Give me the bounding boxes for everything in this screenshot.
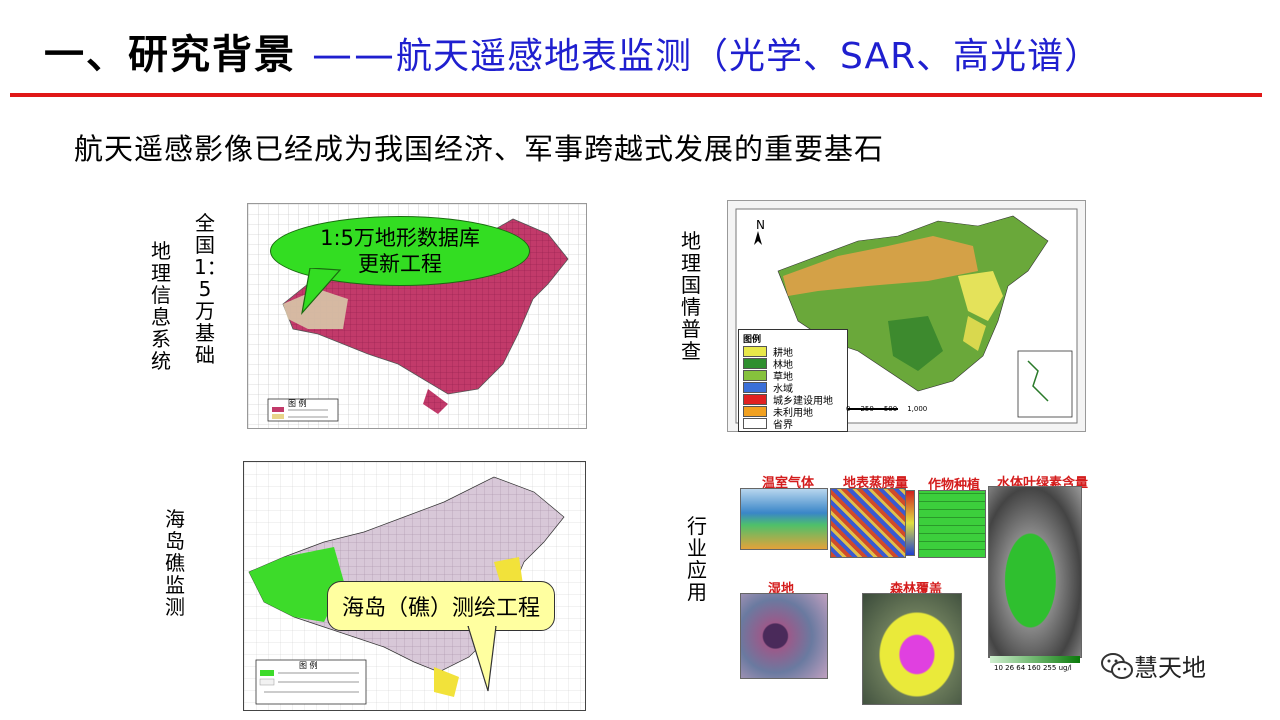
industry-label: 行业应用: [687, 514, 707, 604]
slide-subtitle: 航天遥感影像已经成为我国经济、军事跨越式发展的重要基石: [74, 132, 885, 166]
census-scale: 0 250 500 1,000: [846, 405, 927, 413]
geo-info-legend-title: 图 例: [288, 399, 307, 408]
slide-title: 一、研究背景 ——航天遥感地表监测（光学、SAR、高光谱）: [44, 22, 1101, 80]
chlorophyll-colorbar: [990, 656, 1080, 663]
title-dash: ——: [311, 32, 396, 78]
island-callout: 海岛（礁）测绘工程: [327, 581, 556, 631]
census-legend-label: 草地: [773, 371, 793, 383]
census-legend-swatch: [743, 393, 767, 405]
thumb-evaporation-colorbar: [905, 490, 915, 556]
census-legend-row: 水域: [743, 381, 843, 395]
census-legend-label: 水域: [773, 383, 793, 395]
thumb-chlorophyll: [988, 486, 1082, 658]
census-legend-swatch: [743, 417, 767, 429]
census-legend-label: 林地: [773, 359, 793, 371]
census-legend-swatch: [743, 345, 767, 357]
census-legend-row: 草地: [743, 369, 843, 383]
census-scale-tick: 0: [846, 405, 851, 413]
island-legend-title: 图 例: [299, 661, 318, 670]
census-legend-row: 城乡建设用地: [743, 393, 843, 407]
census-legend-row: 未利用地: [743, 405, 843, 419]
census-legend-title: 图例: [743, 335, 762, 345]
geo-info-callout: 1:5万地形数据库更新工程: [270, 216, 530, 286]
thumb-wetland: [740, 593, 828, 679]
census-scale-tick: 500: [883, 405, 898, 413]
thumb-crop: [918, 490, 986, 558]
census-scale-tick: 250: [860, 405, 874, 413]
census-legend-label: 未利用地: [773, 407, 813, 419]
north-arrow-icon: N: [756, 218, 765, 232]
geo-info-callout-pointer: [301, 268, 342, 315]
census-legend-label: 耕地: [773, 347, 793, 359]
census-legend-swatch: [743, 357, 767, 369]
census-label: 地理国情普查: [681, 229, 701, 363]
thumb-forest: [862, 593, 962, 705]
census-legend-label: 省界: [773, 419, 793, 431]
watermark: 慧天地: [1100, 648, 1206, 683]
geo-info-label-a: 全国1：5万基础: [194, 211, 227, 367]
geo-info-label-b: 地理信息系统: [151, 239, 171, 373]
thumb-crop-title: 作物种植: [928, 478, 981, 493]
thumb-evaporation-title: 地表蒸腾量: [843, 476, 909, 491]
census-legend-label: 城乡建设用地: [773, 395, 833, 407]
census-legend-row: 林地: [743, 357, 843, 371]
census-legend-swatch: [743, 381, 767, 393]
census-legend: 图例 耕地 林地 草地 水域 城乡建设用地 未利用地 省界: [738, 329, 848, 432]
geo-info-callout-text: 1:5万地形数据库更新工程: [320, 226, 480, 276]
census-legend-row: 省界: [743, 417, 843, 431]
title-divider: [10, 93, 1262, 97]
census-legend-swatch: [743, 369, 767, 381]
chlorophyll-scale: 10 26 64 160 255 ug/l: [994, 664, 1072, 672]
wechat-icon: [1101, 652, 1133, 679]
island-label: 海岛礁监测: [165, 507, 185, 619]
title-sub: 航天遥感地表监测（光学、SAR、高光谱）: [395, 36, 1102, 77]
thumb-evaporation: [830, 488, 906, 558]
thumb-greenhouse: [740, 488, 828, 550]
census-map: N 图例 耕地 林地 草地 水域 城乡建设用地 未利用地 省界 0 250 500 1,000: [727, 200, 1086, 432]
census-legend-row: 耕地: [743, 345, 843, 359]
watermark-text: 慧天地: [1134, 654, 1206, 682]
island-callout-pointer: [467, 626, 497, 692]
title-main: 一、研究背景: [44, 32, 296, 78]
thumb-greenhouse-title: 温室气体: [762, 476, 815, 491]
census-legend-swatch: [743, 405, 767, 417]
census-scale-tick: 1,000: [907, 405, 928, 413]
